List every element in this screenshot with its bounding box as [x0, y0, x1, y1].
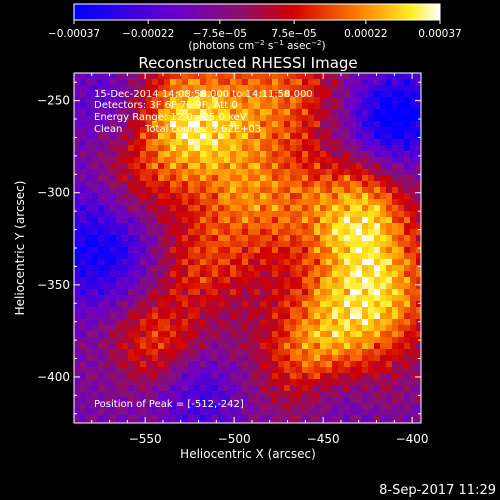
colorbar-tick-label: 0.00037 — [418, 28, 461, 40]
axes: −550 −500 −450 −400 −250 −300 −350 −400 — [37, 73, 429, 446]
x-tick-label: −550 — [129, 432, 162, 446]
colorbar-units: (photons cm−2 s−1 asec−2) — [188, 39, 325, 52]
colorbar — [73, 3, 441, 21]
y-tick-label: −400 — [37, 370, 70, 384]
x-tick-label: −400 — [396, 432, 429, 446]
y-tick-label: −250 — [37, 94, 70, 108]
x-tick-label: −500 — [218, 432, 251, 446]
heatmap-cells — [74, 73, 421, 423]
colorbar-tick-label: 0.00022 — [344, 28, 387, 40]
y-tick-label: −350 — [37, 278, 70, 292]
info-peak-position: Position of Peak = [-512,-242] — [94, 399, 244, 410]
info-method: Clean — [94, 124, 122, 135]
y-axis-label: Heliocentric Y (arcsec) — [13, 181, 27, 316]
colorbar-ticks: −0.00037 −0.00022 −7.5e−05 7.5e−05 0.00022 0.… — [48, 20, 462, 40]
info-time-range: 15-Dec-2014 14:08:58.000 to 14:11:58.000 — [94, 89, 313, 100]
footer-date: 8-Sep-2017 11:29 — [379, 483, 496, 498]
colorbar-tick-label: −0.00022 — [122, 28, 174, 40]
chart-title: Reconstructed RHESSI Image — [138, 54, 357, 72]
y-tick-label: −300 — [37, 186, 70, 200]
colorbar-tick-label: −7.5e−05 — [193, 28, 247, 40]
colorbar-tick-label: 7.5e−05 — [271, 28, 316, 40]
info-detectors: Detectors: 3F 6F 7F 9F, Att 0 — [94, 100, 238, 111]
x-axis-label: Heliocentric X (arcsec) — [180, 447, 316, 461]
info-energy-range: Energy Range: 12.0 - 25.0 keV — [94, 112, 247, 123]
info-total-counts: Total counts: 3.62E+03 — [144, 124, 261, 135]
colorbar-tick-label: −0.00037 — [48, 28, 100, 40]
x-tick-label: −450 — [307, 432, 340, 446]
